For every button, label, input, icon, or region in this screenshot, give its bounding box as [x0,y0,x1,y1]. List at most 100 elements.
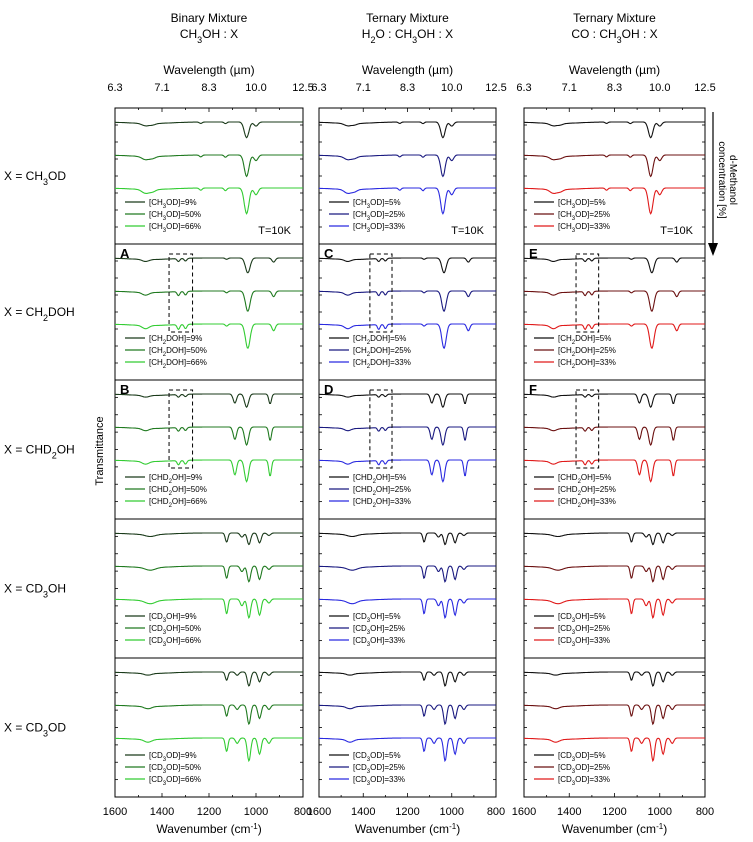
panel-frame [523,107,706,245]
spectrum-line [319,704,496,726]
top-axis-label: Wavelength (µm) [569,63,660,77]
legend-label: [CHD2OH]=50% [149,485,207,497]
bottom-tick-label: 1200 [197,806,221,818]
legend-label: [CD3OD]=33% [558,775,610,787]
legend-label: [CD3OH]=5% [353,612,401,624]
legend-label: [CD3OH]=25% [353,624,405,636]
spectrum-line [524,257,705,274]
spectrum-line [115,290,303,312]
bottom-tick-label: 800 [696,806,714,818]
legend-label: [CH2DOH]=9% [149,334,202,346]
spectrum-line [115,257,303,274]
bottom-tick-label: 800 [487,806,505,818]
highlight-box [575,253,600,333]
bottom-tick-label: 1400 [557,806,581,818]
legend-label: [CD3OD]=33% [353,775,405,787]
spectrum-line [319,671,496,687]
bottom-tick-label: 1600 [512,806,536,818]
spectrum-line [115,426,303,447]
spectrum-panel: [CH3OD]=5%[CH3OD]=25%[CH3OD]=33% T=10K [318,107,497,245]
spectrum-panel: [CD3OH]=5%[CD3OH]=25%[CD3OH]=33% [318,518,497,659]
spectrum-line [115,187,303,215]
top-tick-label: 6.3 [311,82,326,94]
legend-label: [CD3OD]=50% [149,763,201,775]
spectrum-panel: [CH3OD]=5%[CH3OD]=25%[CH3OD]=33% T=10K [523,107,706,245]
spectrum-line [319,426,496,447]
spectrum-line [524,393,705,409]
spectrum-line [524,121,705,139]
legend-label: [CD3OH]=50% [149,624,201,636]
spectrum-panel: B [CHD2OH]=9%[CHD2OH]=50%[CHD2OH]=66% [114,379,304,520]
top-axis-label: Wavelength (µm) [362,63,453,77]
y-axis-label: Transmittance [94,416,106,485]
spectrum-line [524,598,705,619]
legend-label: [CD3OH]=33% [353,636,405,648]
legend-label: [CD3OD]=9% [149,751,197,763]
legend-label: [CH3OD]=5% [558,198,606,210]
x-axis-label: Wavenumber (cm-1) [355,822,460,837]
spectrum-line [319,257,496,274]
temperature-label: T=10K [660,225,693,237]
row-label: X = CHD2OH [4,443,75,461]
spectrum-line [524,671,705,687]
spectrum-line [319,459,496,483]
legend-label: [CD3OD]=5% [558,751,606,763]
row-label: X = CH2DOH [4,305,75,323]
temperature-label: T=10K [451,225,484,237]
spectrum-line [115,323,303,349]
top-axis-label: Wavelength (µm) [163,63,254,77]
top-tick-label: 12.5 [292,82,313,94]
column-title: Binary Mixture [171,11,248,25]
legend-label: [CH2DOH]=33% [353,358,411,370]
spectrum-line [524,565,705,583]
bottom-tick-label: 1400 [150,806,174,818]
legend-label: [CH2DOH]=5% [558,334,611,346]
column-subtitle: CO : CH3OH : X [571,27,657,45]
spectrum-line [319,290,496,312]
top-tick-label: 10.0 [649,82,670,94]
panel-letter: A [120,246,130,261]
legend-label: [CD3OH]=25% [558,624,610,636]
legend-label: [CH3OD]=9% [149,198,197,210]
spectrum-line [115,737,303,763]
panel-frame [523,518,706,659]
spectrum-panel: [CH3OD]=9%[CH3OD]=50%[CH3OD]=66% T=10K [114,107,304,245]
spectrum-line [319,393,496,409]
spectrum-line [524,737,705,763]
panel-letter: E [529,246,538,261]
bottom-tick-label: 1600 [307,806,331,818]
spectrum-line [319,565,496,583]
top-tick-label: 8.3 [201,82,216,94]
column-subtitle: CH3OH : X [180,27,238,45]
legend-label: [CD3OD]=25% [558,763,610,775]
spectrum-line [115,704,303,726]
bottom-tick-label: 1400 [351,806,375,818]
legend-label: [CHD2OH]=33% [558,497,616,509]
panel-frame [318,657,497,798]
legend-label: [CHD2OH]=5% [353,473,406,485]
spectrum-line [319,121,496,139]
top-tick-label: 8.3 [607,82,622,94]
column-subtitle: H2O : CH3OH : X [362,27,453,45]
row-label: X = CD3OD [4,721,66,739]
bottom-tick-label: 1000 [648,806,672,818]
spectrum-line [319,598,496,620]
spectrum-panel: F [CHD2OH]=5%[CHD2OH]=25%[CHD2OH]=33% [523,379,706,520]
spectrum-line [524,532,705,546]
bottom-tick-label: 1200 [395,806,419,818]
spectrum-line [115,565,303,583]
spectrum-line [115,459,303,483]
top-tick-label: 12.5 [694,82,715,94]
panel-frame [114,518,304,659]
panel-letter: B [120,382,129,397]
top-tick-label: 10.0 [441,82,462,94]
spectrum-line [115,121,303,139]
top-tick-label: 6.3 [107,82,122,94]
highlight-box [575,389,600,469]
bottom-tick-label: 1200 [602,806,626,818]
spectrum-line [524,323,705,349]
spectrum-line [524,426,705,447]
top-tick-label: 7.1 [562,82,577,94]
spectrum-line [115,598,303,619]
